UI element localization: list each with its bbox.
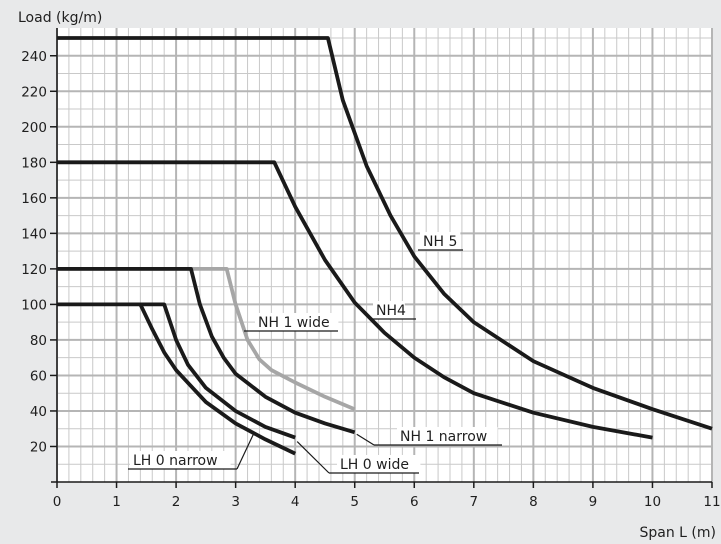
y-tick-label: 120 <box>21 262 47 278</box>
series-label-nh-1-wide: NH 1 wide <box>258 315 330 331</box>
series-label-bg <box>397 427 498 445</box>
series-label-lh-0-narrow: LH 0 narrow <box>133 453 218 469</box>
x-tick-label: 7 <box>470 494 479 510</box>
y-tick-label: 160 <box>21 191 47 207</box>
series-line-lh-0-narrow <box>138 303 297 456</box>
x-tick-label: 2 <box>172 494 181 510</box>
y-tick-label: 80 <box>30 333 47 349</box>
x-tick-label: 6 <box>410 494 419 510</box>
x-tick-label: 0 <box>53 494 62 510</box>
x-tick-label: 11 <box>703 494 720 510</box>
y-axis-title: Load (kg/m) <box>18 10 102 26</box>
series-line-nh-5 <box>57 36 713 431</box>
series-label-bg <box>255 313 339 331</box>
series-label-nh-1-narrow: NH 1 narrow <box>400 429 487 445</box>
x-axis-title: Span L (m) <box>640 525 717 541</box>
series-label-bg <box>373 301 405 319</box>
y-tick-label: 180 <box>21 155 47 171</box>
y-tick-label: 40 <box>30 404 47 420</box>
x-tick-label: 4 <box>291 494 300 510</box>
series-label-bg <box>130 451 231 469</box>
x-tick-label: 1 <box>112 494 121 510</box>
series-line-nh4 <box>57 160 653 440</box>
series-label-leader <box>356 433 375 446</box>
series-line-lh-0-wide <box>57 302 296 440</box>
series-label-nh4: NH4 <box>376 303 406 319</box>
series-line-nh-1-narrow <box>57 266 356 435</box>
series-lines <box>57 36 713 456</box>
series-label-leader <box>296 441 330 474</box>
y-tick-label: 140 <box>21 226 47 242</box>
y-tick-label: 60 <box>30 368 47 384</box>
series-label-nh-5: NH 5 <box>423 234 457 250</box>
tick-labels: 0 1 2 3 4 5 6 7 8 9 10 11 20 40 60 80 100 120 140 160 180 200… <box>21 49 720 510</box>
y-tick-label: 220 <box>21 84 47 100</box>
series-label-leader <box>236 433 255 470</box>
series-label-bg <box>337 455 421 473</box>
series-labels: NH 5 NH4 NH 1 wide NH 1 narrow LH 0 wide LH 0… <box>128 232 502 474</box>
axes <box>50 28 713 488</box>
y-tick-label: 240 <box>21 49 47 65</box>
series-label-lh-0-wide: LH 0 wide <box>340 457 409 473</box>
series-line-nh-1-wide <box>57 266 356 411</box>
x-tick-label: 8 <box>529 494 538 510</box>
plot-area <box>57 28 712 482</box>
x-tick-label: 5 <box>350 494 359 510</box>
x-tick-label: 3 <box>231 494 240 510</box>
y-tick-label: 100 <box>21 297 47 313</box>
y-tick-label: 20 <box>30 439 47 455</box>
x-tick-label: 9 <box>589 494 598 510</box>
x-tick-label: 10 <box>644 494 661 510</box>
y-tick-label: 200 <box>21 120 47 136</box>
series-label-bg <box>420 232 461 250</box>
